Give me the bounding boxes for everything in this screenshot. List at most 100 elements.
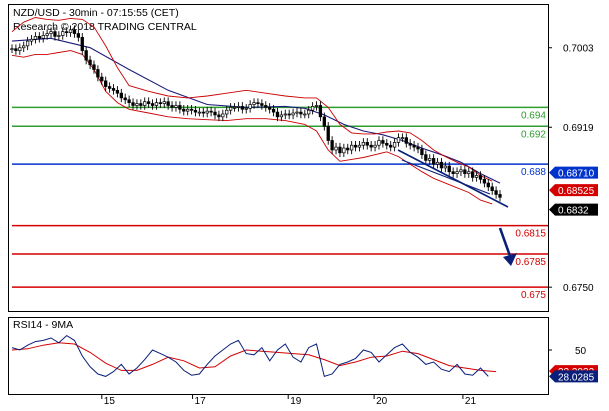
candle-body-23 xyxy=(100,76,104,82)
candle-body-105 xyxy=(420,148,424,156)
trend-layer xyxy=(397,149,517,266)
candle-body-85 xyxy=(342,147,346,154)
candle-body-83 xyxy=(334,146,338,151)
candle-body-104 xyxy=(416,146,420,150)
candle-body-10 xyxy=(49,31,53,34)
candle-body-98 xyxy=(392,142,397,148)
candle-body-7 xyxy=(37,36,41,39)
price-panel-frame xyxy=(8,4,549,312)
candle-body-13 xyxy=(61,31,65,36)
candle-body-68 xyxy=(275,111,280,118)
candle-body-75 xyxy=(303,113,307,116)
candle-body-41 xyxy=(170,105,174,108)
candle-body-110 xyxy=(439,161,444,169)
candle-body-60 xyxy=(244,107,248,110)
candle-body-21 xyxy=(92,64,96,70)
price-level-label-1: 0.692 xyxy=(521,129,546,140)
candle-body-8 xyxy=(41,35,45,39)
candle-body-88 xyxy=(353,144,358,148)
x-tick-label-1: 17 xyxy=(195,396,207,407)
candle-body-3 xyxy=(22,45,26,49)
rsi-panel-frame xyxy=(8,317,549,395)
price-level-label-2: 0.688 xyxy=(521,167,546,178)
candle-body-91 xyxy=(365,142,369,146)
candle-body-89 xyxy=(357,144,362,148)
price-tag-bg-1 xyxy=(549,184,598,197)
candle-body-40 xyxy=(166,101,170,106)
candle-body-59 xyxy=(240,106,244,110)
rsi-layer: 5032.393228.0285 xyxy=(11,334,598,383)
candle-body-47 xyxy=(193,109,198,113)
candle-body-52 xyxy=(213,111,217,116)
candle-body-70 xyxy=(283,113,287,116)
candle-body-118 xyxy=(471,171,475,178)
candle-body-51 xyxy=(209,110,213,113)
candle-body-93 xyxy=(373,144,377,148)
candle-body-114 xyxy=(455,171,459,174)
candle-body-33 xyxy=(139,103,143,106)
candle-body-116 xyxy=(463,169,467,174)
candle-body-55 xyxy=(225,109,229,115)
candle-body-113 xyxy=(451,171,455,174)
candle-body-29 xyxy=(123,97,127,101)
price-tag-label-2: 0.6832 xyxy=(558,206,589,217)
price-y-tick-label-2: 0.6750 xyxy=(563,283,594,294)
candle-body-74 xyxy=(299,111,303,115)
candle-body-42 xyxy=(174,105,178,108)
candle-body-124 xyxy=(494,190,498,195)
forecast-arrow-head xyxy=(503,253,517,266)
candle-body-6 xyxy=(33,36,38,40)
copyright-text: Research © 2018 TRADING CENTRAL xyxy=(13,21,197,33)
candle-body-5 xyxy=(29,38,34,42)
candle-body-2 xyxy=(18,47,22,51)
candle-body-103 xyxy=(412,144,416,148)
candle-body-119 xyxy=(474,175,479,178)
candle-body-67 xyxy=(271,108,276,113)
price-level-label-5: 0.675 xyxy=(521,290,546,301)
forecast-arrow-shaft xyxy=(498,227,512,257)
candle-body-81 xyxy=(326,125,330,141)
candle-body-4 xyxy=(25,40,30,47)
x-tick-label-0: 15 xyxy=(104,396,116,407)
candle-body-26 xyxy=(111,88,116,91)
candle-body-11 xyxy=(53,31,57,37)
candle-body-57 xyxy=(232,107,237,109)
candle-body-72 xyxy=(291,112,295,116)
candle-body-120 xyxy=(478,175,483,180)
x-axis-ticks: 15 17 19 20 21 xyxy=(101,394,476,407)
candle-body-56 xyxy=(228,107,233,111)
candle-body-108 xyxy=(431,158,436,165)
candle-body-0 xyxy=(10,48,14,51)
candle-body-37 xyxy=(154,102,159,106)
candle-body-69 xyxy=(279,114,284,118)
candle-body-44 xyxy=(182,108,186,112)
candle-body-87 xyxy=(349,144,354,151)
candle-body-28 xyxy=(119,92,123,99)
candle-body-96 xyxy=(385,142,389,146)
candles-layer xyxy=(10,25,502,202)
candle-body-78 xyxy=(314,105,319,107)
candle-body-1 xyxy=(14,48,18,51)
candle-body-111 xyxy=(443,165,447,169)
candle-body-61 xyxy=(248,104,252,109)
candle-body-14 xyxy=(65,31,69,34)
rsi-tag-bg-1 xyxy=(549,370,598,383)
candle-body-53 xyxy=(217,114,221,118)
price-tag-label-1: 0.68525 xyxy=(558,186,595,197)
trendline-lower xyxy=(401,159,491,195)
candle-body-62 xyxy=(252,102,256,105)
bollinger-upper-line xyxy=(11,17,493,182)
candle-body-125 xyxy=(498,194,502,198)
candle-body-112 xyxy=(447,165,451,173)
candle-body-20 xyxy=(88,59,92,66)
candle-body-31 xyxy=(131,102,135,106)
candle-body-99 xyxy=(396,137,401,143)
candle-body-82 xyxy=(330,140,334,151)
chart-title: NZD/USD - 30min - 07:15:55 (CET) xyxy=(13,7,179,19)
candle-body-109 xyxy=(435,161,440,165)
candle-body-121 xyxy=(482,178,487,184)
candle-body-46 xyxy=(189,108,194,111)
rsi-line xyxy=(11,334,489,378)
candle-body-45 xyxy=(186,108,190,112)
